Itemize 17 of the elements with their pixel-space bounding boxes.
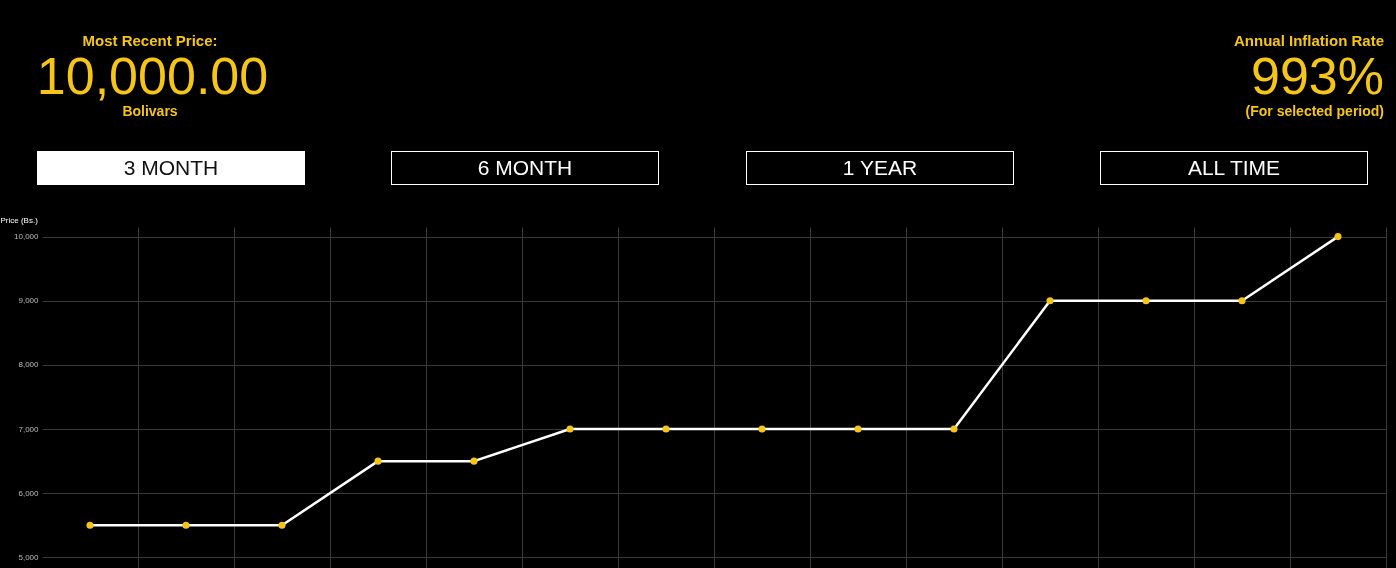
y-tick-label: 7,000 — [18, 424, 40, 434]
text: 10,000.00 — [35, 47, 270, 105]
y-tick-label: 6,000 — [18, 488, 40, 498]
period-button[interactable]: 1 YEAR — [746, 151, 1014, 185]
period-button[interactable]: 6 MONTH — [391, 151, 659, 185]
y-tick-label: 5,000 — [18, 552, 40, 562]
text: 993% — [1251, 47, 1384, 105]
text: (For selected period) — [1245, 103, 1384, 119]
period-button[interactable]: ALL TIME — [1100, 151, 1368, 185]
y-axis-title: Price (Bs.) — [0, 215, 39, 225]
y-tick-label: 10,000 — [14, 232, 40, 242]
y-tick-label: 8,000 — [18, 360, 40, 370]
text: Annual Inflation Rate — [1234, 32, 1384, 49]
text: Most Recent Price: — [81, 32, 219, 49]
period-button[interactable]: 3 MONTH — [37, 151, 305, 185]
y-tick-label: 9,000 — [18, 296, 40, 306]
text: Bolivars — [121, 103, 179, 119]
